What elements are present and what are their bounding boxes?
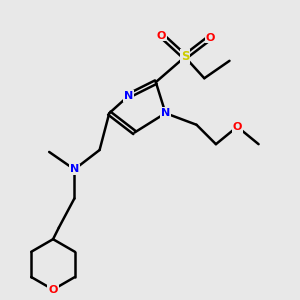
Text: O: O (206, 32, 215, 43)
Text: N: N (124, 91, 133, 101)
Text: O: O (48, 285, 58, 295)
Text: O: O (157, 31, 166, 40)
Text: O: O (232, 122, 242, 132)
Text: N: N (70, 164, 79, 174)
Text: N: N (161, 108, 170, 118)
Text: S: S (181, 50, 189, 63)
